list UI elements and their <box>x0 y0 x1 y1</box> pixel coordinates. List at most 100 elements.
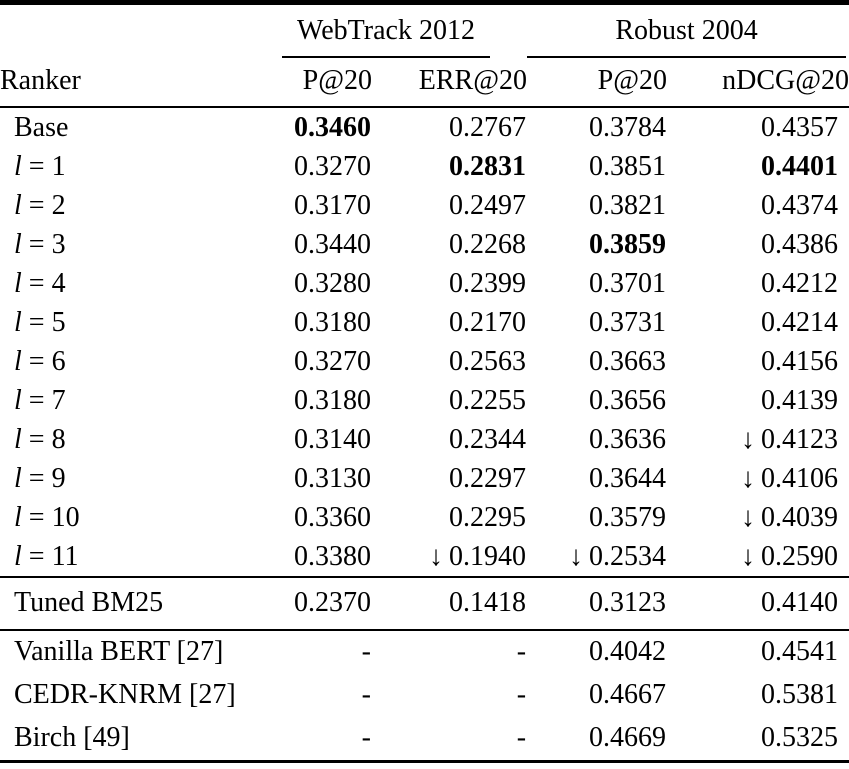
down-arrow-icon: ↓ <box>569 540 584 572</box>
col-header-robust-ndcg20: nDCG@20 <box>667 58 849 108</box>
group-label-webtrack: WebTrack 2012 <box>297 15 475 46</box>
table-header: WebTrack 2012 Robust 2004 Ranker P@20 ER… <box>0 3 849 108</box>
metric-value-text: 0.1418 <box>449 587 527 618</box>
metric-value: 0.4357 <box>667 107 849 147</box>
table-row: l = 9 0.3130 0.2297 0.3644 ↓ 0.4106 <box>0 459 849 498</box>
metric-value: - <box>372 717 527 762</box>
table-row: l = 11 0.3380 ↓ 0.1940 ↓ 0.2534 ↓ 0.2590 <box>0 537 849 577</box>
down-arrow-icon: ↓ <box>741 501 756 533</box>
metric-value-text: - <box>516 722 527 753</box>
metric-value: ↓ 0.4123 <box>667 420 849 459</box>
metric-value: 0.3360 <box>260 498 372 537</box>
group-header-webtrack: WebTrack 2012 <box>260 3 527 58</box>
metric-value: 0.3636 <box>527 420 667 459</box>
metric-value-text: 0.4140 <box>761 587 839 618</box>
ranker-label: Tuned BM25 <box>14 587 164 618</box>
metric-value: 0.2170 <box>372 303 527 342</box>
metric-value: 0.3784 <box>527 107 667 147</box>
metric-value-text: 0.3270 <box>294 345 371 377</box>
table-row: Vanilla BERT [27] - - 0.4042 0.4541 <box>0 630 849 674</box>
ranker-label: l = 4 <box>14 267 66 299</box>
metric-value-text: - <box>361 679 371 710</box>
ranker-label: Base <box>14 111 69 143</box>
metric-value-bold-text: 0.2831 <box>449 150 527 182</box>
metric-value: ↓ 0.2590 <box>667 537 849 577</box>
metric-value: 0.3701 <box>527 264 667 303</box>
metric-value: 0.4212 <box>667 264 849 303</box>
group-label-robust: Robust 2004 <box>615 15 758 46</box>
ranker-label: l = 11 <box>14 540 79 572</box>
metric-value: 0.5325 <box>667 717 849 762</box>
metric-value: - <box>260 674 372 717</box>
metric-value-text: 0.3180 <box>294 306 371 338</box>
table-section-2: Vanilla BERT [27] - - 0.4042 0.4541 CEDR-KNRM… <box>0 630 849 762</box>
down-arrow-icon: ↓ <box>429 540 444 572</box>
metric-value-text: 0.3656 <box>589 384 667 416</box>
metric-value-text: 0.4357 <box>761 111 839 143</box>
table-row: l = 10 0.3360 0.2295 0.3579 ↓ 0.4039 <box>0 498 849 537</box>
metric-value: 0.3170 <box>260 186 372 225</box>
ranker-label: Vanilla BERT [27] <box>14 636 224 667</box>
metric-value-text: 0.2370 <box>294 587 371 618</box>
col-header-webtrack-p20: P@20 <box>260 58 372 108</box>
metric-value-text: 0.4156 <box>761 345 839 377</box>
metric-value: 0.2255 <box>372 381 527 420</box>
metric-value-text: 0.2297 <box>449 462 527 494</box>
table-row: l = 7 0.3180 0.2255 0.3656 0.4139 <box>0 381 849 420</box>
table-row: l = 5 0.3180 0.2170 0.3731 0.4214 <box>0 303 849 342</box>
metric-value-text: 0.3636 <box>589 423 667 455</box>
metric-value: 0.3579 <box>527 498 667 537</box>
metric-value-text: 0.3140 <box>294 423 371 455</box>
metric-value-text: 0.5381 <box>761 679 839 710</box>
ranker-label: Birch [49] <box>14 722 130 753</box>
metric-value-text: 0.5325 <box>761 722 839 753</box>
metric-value: 0.3270 <box>260 147 372 186</box>
metric-value: 0.3859 <box>527 225 667 264</box>
metric-value: 0.4374 <box>667 186 849 225</box>
metric-value: 0.3380 <box>260 537 372 577</box>
metric-value: - <box>372 674 527 717</box>
ranker-label: l = 6 <box>14 345 66 377</box>
column-header-row: Ranker P@20 ERR@20 P@20 nDCG@20 <box>0 58 849 108</box>
metric-value-text: 0.4123 <box>761 423 839 455</box>
metric-value-text: 0.3170 <box>294 189 371 221</box>
metric-value-text: 0.2767 <box>449 111 527 143</box>
metric-value: 0.3270 <box>260 342 372 381</box>
metric-value: 0.3731 <box>527 303 667 342</box>
math-italic-l: l <box>14 345 22 377</box>
ranker-label: l = 10 <box>14 501 80 533</box>
ranker-label: l = 3 <box>14 228 66 260</box>
metric-value: 0.4042 <box>527 630 667 674</box>
math-italic-l: l <box>14 189 22 221</box>
metric-value-text: 0.3180 <box>294 384 371 416</box>
metric-value: 0.4669 <box>527 717 667 762</box>
ranker-label: CEDR-KNRM [27] <box>14 679 236 710</box>
group-header-spacer <box>0 3 260 59</box>
metric-value-text: - <box>361 636 371 667</box>
metric-value-text: - <box>361 722 371 753</box>
metric-value: 0.2831 <box>372 147 527 186</box>
metric-value: 0.1418 <box>372 577 527 630</box>
math-italic-l: l <box>14 150 22 182</box>
metric-value-text: 0.2590 <box>761 540 839 572</box>
col-header-robust-p20: P@20 <box>527 58 668 108</box>
metric-value-text: 0.3851 <box>589 150 667 182</box>
down-arrow-icon: ↓ <box>741 423 756 455</box>
table-row: Birch [49] - - 0.4669 0.5325 <box>0 717 849 762</box>
math-italic-l: l <box>14 267 22 299</box>
math-italic-l: l <box>14 462 22 494</box>
group-header-robust: Robust 2004 <box>527 3 849 58</box>
math-italic-l: l <box>14 501 22 533</box>
metric-value: 0.3821 <box>527 186 667 225</box>
metric-value-text: 0.3731 <box>589 306 667 338</box>
metric-value: 0.3180 <box>260 381 372 420</box>
col-header-webtrack-err20: ERR@20 <box>372 58 528 108</box>
metric-value-text: 0.4212 <box>761 267 839 299</box>
metric-value-text: 0.1940 <box>449 540 527 572</box>
metric-value-text: 0.3360 <box>294 501 371 533</box>
metric-value: 0.4401 <box>667 147 849 186</box>
metric-value: 0.2344 <box>372 420 527 459</box>
table-row: Tuned BM25 0.2370 0.1418 0.3123 0.4140 <box>0 577 849 630</box>
metric-value-text: 0.2295 <box>449 501 527 533</box>
